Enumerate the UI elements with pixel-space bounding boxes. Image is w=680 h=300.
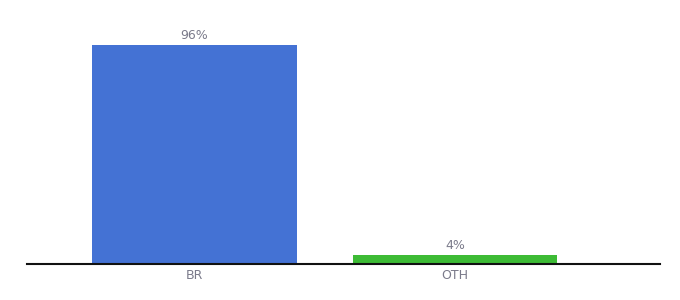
Bar: [353, 255, 558, 264]
Text: 96%: 96%: [181, 29, 209, 42]
Bar: [92, 45, 297, 264]
Text: 4%: 4%: [445, 239, 465, 252]
